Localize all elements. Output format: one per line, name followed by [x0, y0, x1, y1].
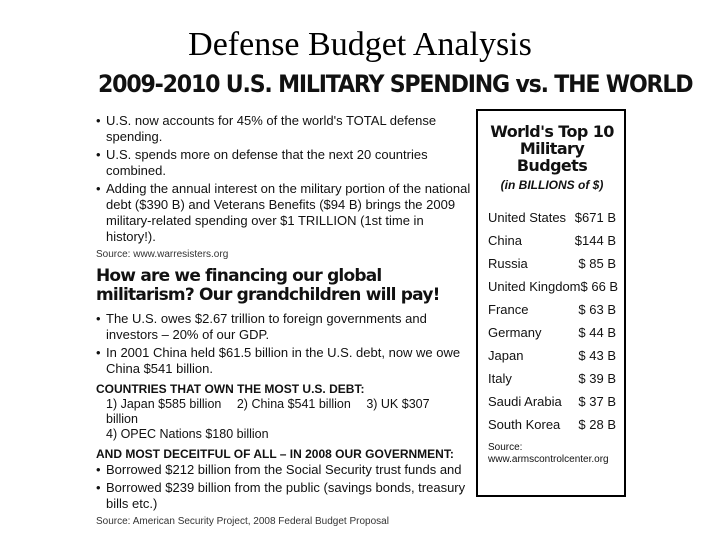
country-name: Russia	[488, 256, 528, 271]
bullet-item: The U.S. owes $2.67 trillion to foreign …	[96, 311, 476, 343]
budget-amount: $ 44 B	[578, 325, 616, 340]
deceitful-heading: AND MOST DECEITFUL OF ALL – IN 2008 OUR …	[96, 447, 454, 461]
source-note: Source: American Security Project, 2008 …	[96, 516, 389, 527]
budget-row: United States $671 B	[488, 206, 616, 229]
debt-bullets: The U.S. owes $2.67 trillion to foreign …	[96, 311, 476, 377]
bullet-item: In 2001 China held $61.5 billion in the …	[96, 345, 476, 377]
bullet-item: U.S. spends more on defense that the nex…	[96, 147, 476, 179]
article-headline: 2009-2010 U.S. MILITARY SPENDING vs. THE…	[98, 70, 694, 98]
country-name: South Korea	[488, 417, 561, 432]
budget-amount: $ 28 B	[578, 417, 616, 432]
country-debt: 1) Japan $585 billion	[106, 397, 222, 411]
budget-row: United Kingdom $ 66 B	[488, 275, 619, 298]
source-note: Source: www.warresisters.org	[96, 249, 229, 260]
country-debt: 4) OPEC Nations $180 billion	[106, 427, 269, 441]
budget-amount: $ 85 B	[578, 256, 616, 271]
countries-heading: COUNTRIES THAT OWN THE MOST U.S. DEBT:	[96, 382, 365, 396]
budget-row: Russia $ 85 B	[488, 252, 616, 275]
country-name: Italy	[488, 371, 512, 386]
country-name: France	[488, 302, 529, 317]
country-debt: 2) China $541 billion	[236, 397, 351, 411]
panel-source-label: Source:	[488, 442, 523, 453]
country-name: Saudi Arabia	[488, 394, 562, 409]
budget-amount: $ 66 B	[580, 279, 619, 294]
bullet-item: Borrowed $212 billion from the Social Se…	[96, 462, 476, 478]
budget-row: Japan $ 43 B	[488, 344, 616, 367]
slide-title: Defense Budget Analysis	[188, 26, 532, 63]
spending-bullets: U.S. now accounts for 45% of the world's…	[96, 113, 476, 245]
bullet-item: U.S. now accounts for 45% of the world's…	[96, 113, 476, 145]
top-budgets-panel: World's Top 10 Military Budgets (in BILL…	[476, 109, 626, 497]
panel-source: Source: www.armscontrolcenter.org	[488, 442, 616, 466]
budget-amount: $ 39 B	[578, 371, 616, 386]
bullet-item: Adding the annual interest on the milita…	[96, 181, 476, 245]
panel-subtitle: (in BILLIONS of $)	[500, 178, 604, 192]
countries-line: 1) Japan $585 billion 2) China $541 bill…	[106, 397, 476, 427]
budget-amount: $ 37 B	[578, 394, 616, 409]
budget-amount: $671 B	[574, 210, 616, 225]
bullet-item: Borrowed $239 billion from the public (s…	[96, 480, 476, 512]
budget-amount: $ 63 B	[578, 302, 616, 317]
budget-row: Saudi Arabia $ 37 B	[488, 390, 616, 413]
panel-title: World's Top 10 Military Budgets	[490, 122, 614, 175]
country-name: China	[488, 233, 522, 248]
country-name: United States	[488, 210, 567, 225]
country-debt: 3) UK $307 billion	[106, 397, 430, 426]
countries-list: 1) Japan $585 billion 2) China $541 bill…	[106, 397, 476, 442]
budget-amount: $ 43 B	[578, 348, 616, 363]
budget-row: Italy $ 39 B	[488, 367, 616, 390]
budget-row: South Korea $ 28 B	[488, 413, 616, 436]
budget-row: China $144 B	[488, 229, 616, 252]
budget-amount: $144 B	[574, 233, 616, 248]
budget-list: United States $671 B China $144 B Russia $ …	[488, 206, 619, 436]
budget-row: Germany $ 44 B	[488, 321, 616, 344]
article-body: U.S. now accounts for 45% of the world's…	[96, 113, 476, 533]
country-name: Japan	[488, 348, 524, 363]
panel-source-url: www.armscontrolcenter.org	[488, 454, 609, 465]
borrowing-bullets: Borrowed $212 billion from the Social Se…	[96, 462, 476, 512]
country-name: United Kingdom	[488, 279, 581, 294]
budget-row: France $ 63 B	[488, 298, 616, 321]
country-name: Germany	[488, 325, 542, 340]
article-subhead: How are we financing our global militari…	[96, 266, 440, 305]
